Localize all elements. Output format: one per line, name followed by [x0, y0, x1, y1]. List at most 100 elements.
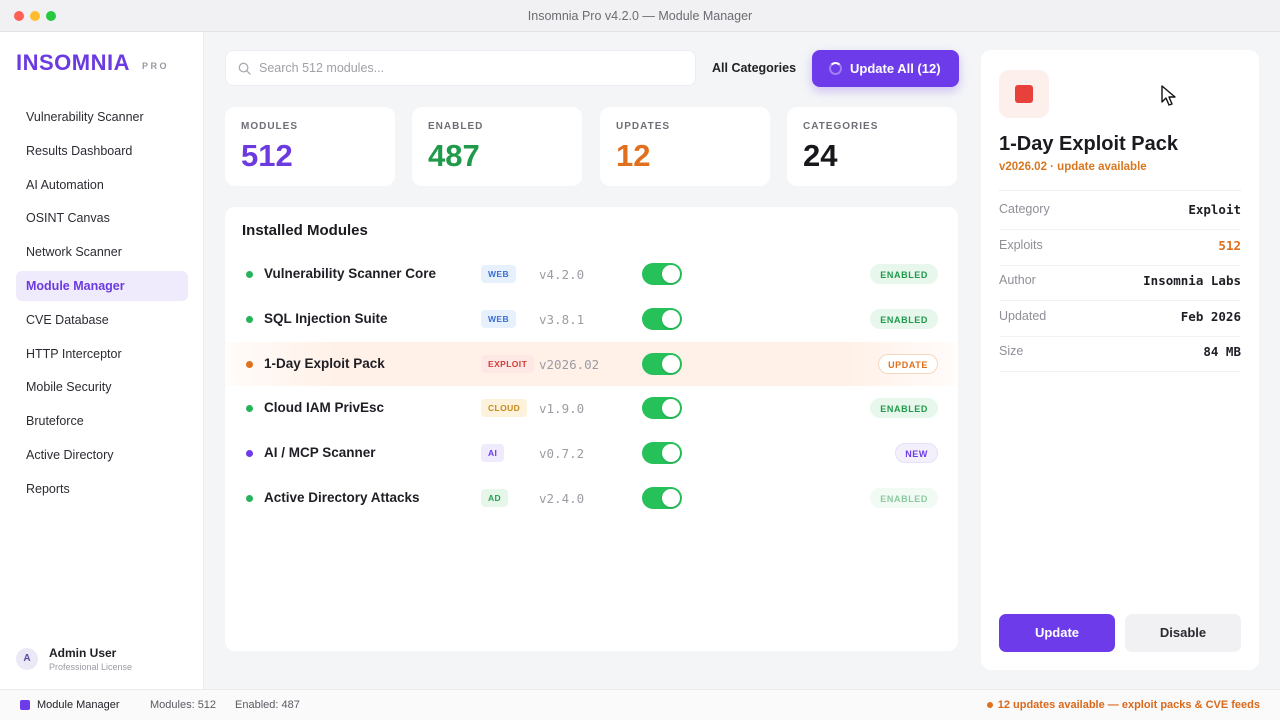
module-version: v3.8.1 — [539, 311, 585, 327]
stat-label: CATEGORIES — [803, 121, 879, 132]
status-badge: UPDATE — [878, 353, 938, 374]
sidebar-item-module-manager[interactable]: Module Manager — [16, 270, 188, 301]
statusbar-enabled-count: Enabled: 487 — [235, 699, 300, 711]
module-name: AI / MCP Scanner — [264, 445, 376, 461]
stat-label: ENABLED — [428, 121, 484, 132]
statusbar-modules-count: Modules: 512 — [150, 699, 217, 711]
module-enabled-toggle[interactable] — [642, 397, 682, 420]
sidebar: INSOMNIA PRO Vulnerability Scanner Result… — [0, 32, 204, 689]
category-tag: AD — [481, 489, 509, 507]
sidebar-item-network-scanner[interactable]: Network Scanner — [26, 245, 122, 260]
toggle-knob — [662, 265, 680, 283]
module-row[interactable]: Vulnerability Scanner Core WEB v4.2.0 ENABL… — [225, 252, 958, 296]
category-tag: WEB — [481, 309, 517, 328]
module-row[interactable]: 1-Day Exploit Pack EXPLOIT v2026.02 UPDATE — [225, 341, 958, 386]
module-manager-icon — [20, 700, 30, 710]
status-dot-icon — [246, 360, 253, 368]
user-name: Admin User — [49, 646, 117, 660]
update-all-button[interactable]: Update All (12) — [812, 50, 959, 87]
prop-value: Exploit — [1188, 202, 1241, 217]
module-enabled-toggle[interactable] — [642, 487, 682, 509]
toggle-knob — [662, 444, 680, 463]
detail-prop-category: Category Exploit — [999, 195, 1241, 230]
sidebar-item-osint-canvas[interactable]: OSINT Canvas — [26, 211, 110, 226]
module-version: v4.2.0 — [539, 267, 585, 282]
divider — [999, 190, 1241, 191]
category-tag: EXPLOIT — [481, 354, 535, 373]
module-version: v2026.02 — [539, 356, 600, 372]
toggle-knob — [662, 354, 680, 373]
category-tag: AI — [481, 444, 505, 463]
status-dot-icon — [246, 315, 253, 323]
module-enabled-toggle[interactable] — [642, 307, 682, 330]
module-name: SQL Injection Suite — [264, 310, 388, 326]
prop-value: 512 — [1218, 237, 1241, 253]
sidebar-item-vulnerability-scanner[interactable]: Vulnerability Scanner — [26, 110, 144, 124]
disable-button[interactable]: Disable — [1125, 614, 1241, 652]
stat-value: 487 — [428, 138, 480, 173]
module-name: Vulnerability Scanner Core — [264, 266, 437, 281]
window-title: Insomnia Pro v4.2.0 — Module Manager — [527, 9, 753, 23]
stat-value: 24 — [803, 138, 838, 173]
brand-logo: INSOMNIA — [16, 50, 130, 75]
detail-prop-updated: Updated Feb 2026 — [999, 302, 1241, 337]
module-row[interactable]: Active Directory Attacks AD v2.4.0 ENABLED — [225, 476, 958, 520]
sidebar-item-bruteforce[interactable]: Bruteforce — [26, 414, 84, 429]
prop-value: 84 MB — [1203, 344, 1241, 359]
update-button[interactable]: Update — [999, 614, 1115, 652]
module-enabled-toggle[interactable] — [642, 442, 682, 465]
module-row[interactable]: Cloud IAM PrivEsc CLOUD v1.9.0 ENABLED — [225, 386, 958, 430]
statusbar-updates-notice[interactable]: 12 updates available — exploit packs & C… — [997, 699, 1260, 711]
sidebar-item-http-interceptor[interactable]: HTTP Interceptor — [26, 346, 122, 361]
module-name: Active Directory Attacks — [264, 490, 420, 505]
loading-spinner-icon — [829, 62, 842, 75]
stat-value: 512 — [241, 138, 293, 173]
module-version: v0.7.2 — [539, 446, 585, 462]
module-row[interactable]: AI / MCP Scanner AI v0.7.2 NEW — [225, 431, 958, 475]
stat-card-modules: MODULES 512 — [225, 107, 395, 186]
close-window-button[interactable] — [14, 11, 24, 21]
sidebar-item-cve-database[interactable]: CVE Database — [26, 312, 109, 327]
mouse-pointer-icon — [1161, 85, 1176, 106]
module-enabled-toggle[interactable] — [642, 263, 682, 285]
stat-label: UPDATES — [616, 121, 671, 132]
warning-dot-icon — [987, 702, 993, 708]
statusbar-current-module: Module Manager — [37, 699, 120, 711]
stat-card-categories: CATEGORIES 24 — [787, 107, 957, 186]
status-bar: Module Manager Modules: 512 Enabled: 487… — [0, 689, 1280, 720]
sidebar-item-active-directory[interactable]: Active Directory — [26, 447, 114, 462]
module-version: v1.9.0 — [539, 401, 585, 417]
search-input[interactable] — [259, 51, 679, 85]
stop-square-icon — [1015, 85, 1033, 103]
minimize-window-button[interactable] — [30, 11, 40, 21]
toggle-knob — [662, 489, 680, 507]
category-tag: WEB — [481, 265, 517, 283]
maximize-window-button[interactable] — [46, 11, 56, 21]
toggle-knob — [662, 309, 680, 328]
sidebar-item-ai-automation[interactable]: AI Automation — [26, 177, 104, 192]
status-dot-icon — [246, 450, 253, 458]
sidebar-nav: Vulnerability Scanner Results Dashboard AI… — [16, 102, 188, 508]
brand-tag: PRO — [142, 61, 170, 71]
detail-title: 1-Day Exploit Pack — [999, 133, 1178, 155]
user-license: Professional License — [49, 662, 133, 672]
category-tag: CLOUD — [481, 399, 528, 418]
detail-subtitle: v2026.02 · update available — [999, 161, 1147, 173]
status-badge: ENABLED — [870, 398, 938, 419]
category-filter-button[interactable]: All Categories — [712, 61, 797, 75]
status-dot-icon — [246, 271, 253, 278]
status-dot-icon — [246, 495, 253, 502]
installed-modules-title: Installed Modules — [242, 222, 368, 239]
module-icon-tile — [999, 70, 1049, 118]
sidebar-item-reports[interactable]: Reports — [26, 481, 70, 496]
module-detail-panel: 1-Day Exploit Pack v2026.02 · update ava… — [981, 50, 1259, 670]
prop-value: Insomnia Labs — [1143, 273, 1241, 288]
stat-label: MODULES — [241, 121, 298, 132]
module-row[interactable]: SQL Injection Suite WEB v3.8.1 ENABLED — [225, 297, 958, 341]
sidebar-item-results-dashboard[interactable]: Results Dashboard — [26, 143, 133, 158]
sidebar-item-mobile-security[interactable]: Mobile Security — [26, 380, 112, 395]
search-box — [225, 50, 696, 86]
module-enabled-toggle[interactable] — [642, 352, 682, 375]
detail-prop-exploits: Exploits 512 — [999, 231, 1241, 266]
stat-card-enabled: ENABLED 487 — [412, 107, 582, 186]
